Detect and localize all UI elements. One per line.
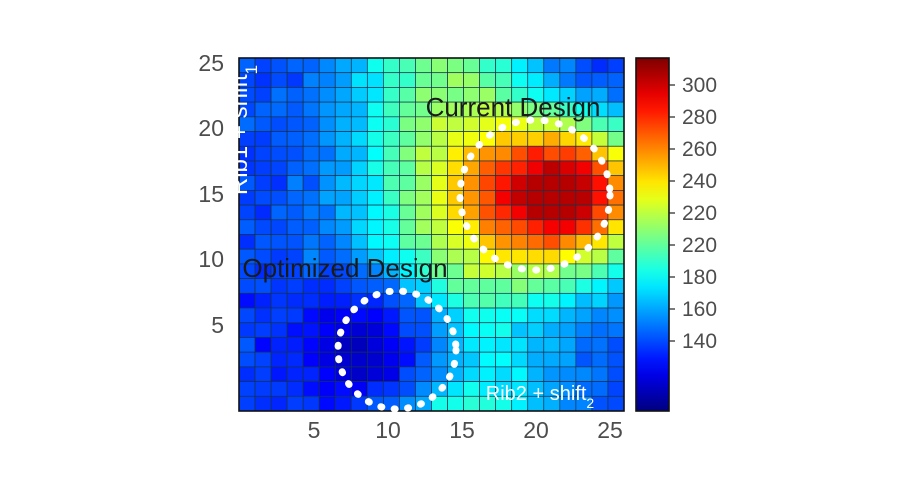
svg-text:140: 140 (682, 330, 717, 353)
svg-text:10: 10 (198, 246, 224, 272)
svg-text:Optimized Design: Optimized Design (242, 253, 447, 283)
svg-text:220: 220 (682, 202, 717, 225)
svg-text:20: 20 (523, 417, 549, 443)
svg-text:20: 20 (198, 115, 224, 141)
svg-text:Current Design: Current Design (426, 92, 601, 122)
svg-text:280: 280 (682, 106, 717, 129)
svg-text:220: 220 (682, 234, 717, 257)
svg-text:240: 240 (682, 170, 717, 193)
svg-text:5: 5 (308, 417, 321, 443)
svg-text:260: 260 (682, 138, 717, 161)
svg-text:180: 180 (682, 266, 717, 289)
svg-text:160: 160 (682, 298, 717, 321)
svg-text:10: 10 (375, 417, 401, 443)
svg-text:15: 15 (198, 181, 224, 207)
svg-text:5: 5 (211, 312, 224, 338)
svg-text:300: 300 (682, 74, 717, 97)
svg-text:25: 25 (597, 417, 623, 443)
svg-text:15: 15 (449, 417, 475, 443)
svg-text:25: 25 (198, 50, 224, 76)
